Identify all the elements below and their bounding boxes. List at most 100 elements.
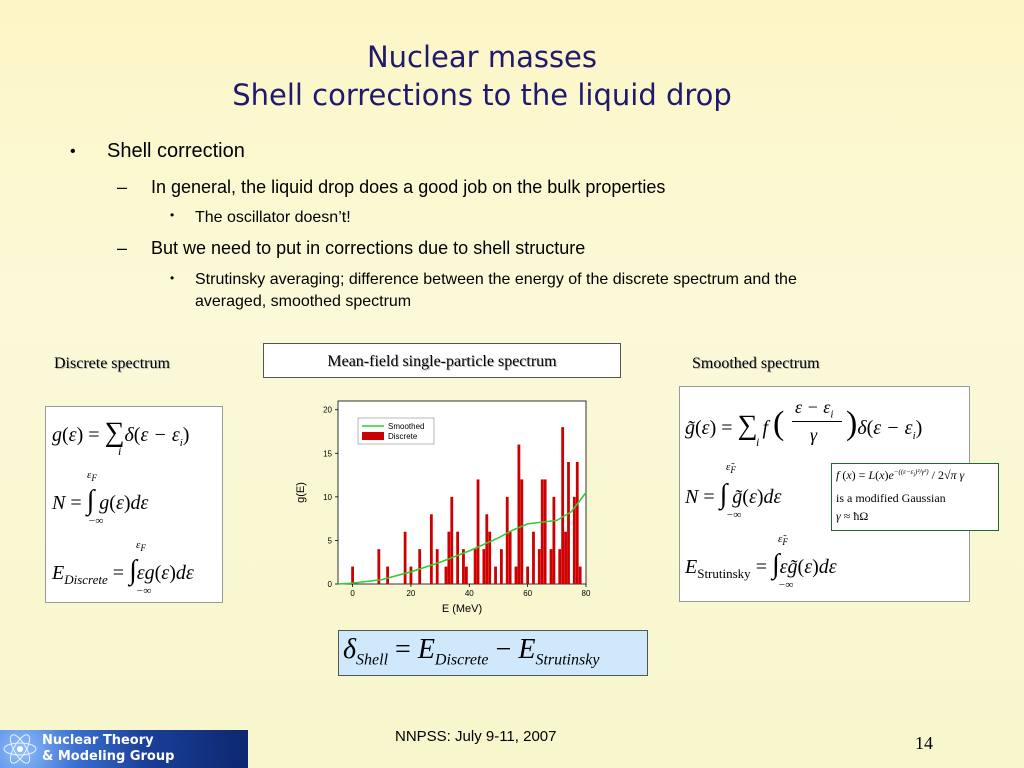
bullet-shell-correction: Shell correction	[107, 140, 245, 162]
bullet-strutinsky: Strutinsky averaging; difference between…	[195, 269, 797, 313]
gaussian-note-box: f (x) = L(x)e−((ε−εi)²/γ²) / 2√π γ is a …	[831, 463, 999, 531]
discrete-bar	[418, 549, 422, 584]
discrete-bar	[575, 462, 579, 584]
mean-field-label: Mean-field single-particle spectrum	[263, 343, 621, 378]
smoothed-line	[337, 492, 587, 585]
discrete-bar	[377, 549, 381, 584]
logo-line1: Nuclear Theory	[42, 733, 154, 748]
bullet-marker: •	[70, 143, 76, 160]
footer-event: NNPSS: July 9-11, 2007	[395, 728, 557, 745]
discrete-bar	[561, 427, 565, 584]
discrete-bar	[564, 531, 567, 584]
fraction-bar	[792, 421, 842, 422]
discrete-bar	[558, 549, 562, 584]
eq-particle-number: N = ∫ g(ε)dε	[52, 485, 149, 516]
eq-discrete-density: g(ε) = ∑δ(ε − εi)	[52, 417, 190, 449]
discrete-bar	[462, 549, 465, 584]
x-axis-label: E (MeV)	[442, 603, 482, 615]
discrete-bar	[485, 514, 489, 584]
eq-strutinsky-energy: EStrutinsky = ∫εg̃(ε)dε	[685, 549, 837, 581]
y-tick-label: 0	[328, 580, 333, 589]
discrete-bar	[540, 479, 544, 584]
discrete-bar	[386, 566, 389, 584]
discrete-bar	[572, 496, 576, 584]
discrete-equations-box: g(ε) = ∑δ(ε − εi) i εF N = ∫ g(ε)dε −∞ ε…	[45, 406, 223, 603]
discrete-bar	[567, 462, 570, 584]
page-number: 14	[915, 733, 933, 753]
discrete-bar	[351, 566, 354, 584]
logo-line2: & Modeling Group	[42, 749, 175, 764]
x-tick-label: 80	[582, 589, 591, 598]
title-line1: Nuclear masses	[366, 40, 598, 74]
discrete-bar	[505, 496, 509, 584]
group-logo: Nuclear Theory & Modeling Group	[0, 730, 248, 768]
bullet-marker: •	[170, 271, 175, 285]
eq-discrete-energy: EDiscrete = ∫εg(ε)dε	[52, 555, 194, 587]
discrete-bar	[526, 566, 530, 584]
discrete-bar	[450, 496, 454, 584]
dash-marker: –	[117, 238, 128, 258]
discrete-bar	[488, 531, 492, 584]
eq-upper-limit: εF	[87, 469, 97, 484]
discrete-bar	[494, 566, 497, 584]
eq-upper-limit: εF	[136, 539, 146, 554]
discrete-bar	[552, 496, 556, 584]
discrete-bar	[508, 531, 512, 584]
slide-title: Nuclear masses Shell corrections to the …	[0, 38, 964, 114]
bullet-oscillator: The oscillator doesn’t!	[195, 209, 351, 226]
discrete-bar	[429, 514, 433, 584]
x-tick-label: 20	[406, 589, 415, 598]
y-tick-label: 20	[323, 406, 332, 415]
discrete-spectrum-label: Discrete spectrum	[54, 355, 170, 372]
discrete-bar	[435, 549, 439, 584]
eq-lower-limit: −∞	[136, 585, 152, 597]
eq-upper-limit: ε̃F	[726, 461, 736, 476]
x-tick-label: 60	[523, 589, 532, 598]
y-tick-label: 15	[323, 449, 332, 458]
bullet-strutinsky-line1: Strutinsky averaging; difference between…	[195, 271, 797, 288]
eq-modified-gaussian: f (x) = L(x)e−((ε−εi)²/γ²) / 2√π γ	[836, 468, 965, 482]
y-tick-label: 5	[328, 536, 333, 545]
bullet-corrections: But we need to put in corrections due to…	[151, 238, 586, 258]
discrete-bar	[499, 549, 503, 584]
x-tick-label: 40	[465, 589, 474, 598]
bullet-liquid-drop: In general, the liquid drop does a good …	[151, 177, 666, 197]
discrete-bar	[537, 549, 541, 584]
legend-label-smoothed: Smoothed	[388, 422, 424, 431]
dash-marker: –	[117, 177, 128, 197]
discrete-bar	[456, 531, 460, 584]
shell-correction-equation: δShell = EDiscrete − EStrutinsky	[338, 630, 648, 676]
discrete-bar	[444, 566, 448, 584]
discrete-bar	[464, 566, 468, 584]
eq-smoothed-number: N = ∫ g̃(ε)dε	[685, 479, 782, 510]
eq-fraction-numerator: ε − εi	[795, 397, 834, 421]
discrete-bar	[482, 549, 486, 584]
x-tick-label: 0	[350, 589, 355, 598]
eq-lower-limit: −∞	[778, 579, 794, 591]
y-tick-label: 10	[323, 493, 332, 502]
title-line2: Shell corrections to the liquid drop	[232, 78, 732, 112]
discrete-bar	[476, 479, 480, 584]
discrete-bar	[549, 549, 553, 584]
eq-gamma-approx: γ ≈ ħΩ	[836, 509, 869, 523]
bullet-strutinsky-line2: averaged, smoothed spectrum	[195, 293, 412, 310]
y-axis-label: g(E)	[295, 482, 307, 503]
eq-sum-index: i	[756, 435, 760, 449]
legend-label-discrete: Discrete	[388, 432, 418, 441]
gaussian-note-text: is a modified Gaussian	[836, 491, 946, 505]
discrete-bar	[409, 566, 413, 584]
eq-shell-correction: δShell = EDiscrete − EStrutinsky	[343, 634, 600, 669]
eq-lower-limit: −∞	[88, 515, 104, 527]
discrete-bar	[447, 531, 451, 584]
discrete-bar	[517, 444, 521, 584]
discrete-bar	[514, 566, 518, 584]
eq-smoothed-delta: )δ(ε − εi)	[846, 405, 923, 442]
discrete-bar	[473, 549, 477, 584]
logo-text: Nuclear Theory & Modeling Group	[42, 733, 174, 765]
eq-lower-limit: −∞	[726, 509, 742, 521]
eq-fraction-denominator: γ	[810, 425, 818, 445]
smoothed-spectrum-label: Smoothed spectrum	[692, 355, 820, 372]
atom-icon	[3, 734, 37, 764]
eq-smoothed-density: g̃(ε) = ∑ f (	[685, 405, 785, 442]
